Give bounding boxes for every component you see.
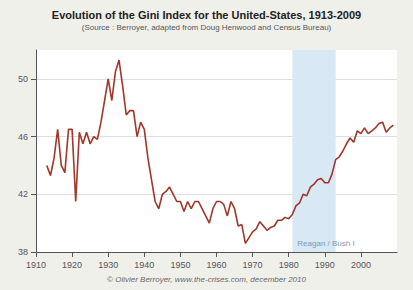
svg-text:Reagan / Bush I: Reagan / Bush I [297,239,354,248]
svg-text:38: 38 [18,247,28,257]
svg-text:2000: 2000 [351,260,371,270]
svg-text:1970: 1970 [243,260,263,270]
svg-text:Evolution of the Gini Index fo: Evolution of the Gini Index for the Unit… [52,9,361,21]
svg-text:1950: 1950 [170,260,190,270]
svg-text:46: 46 [18,132,28,142]
svg-text:1920: 1920 [62,260,82,270]
svg-text:© Olivier Berroyer, www.the-cr: © Olivier Berroyer, www.the-crises.com, … [107,275,306,284]
svg-text:(Source : Berroyer, adapted fr: (Source : Berroyer, adapted from Doug He… [82,23,332,32]
svg-text:1910: 1910 [26,260,46,270]
svg-text:50: 50 [18,74,28,84]
svg-text:1930: 1930 [98,260,118,270]
svg-text:1960: 1960 [206,260,226,270]
svg-text:1940: 1940 [134,260,154,270]
svg-text:1990: 1990 [315,260,335,270]
svg-text:42: 42 [18,189,28,199]
svg-text:1980: 1980 [279,260,299,270]
